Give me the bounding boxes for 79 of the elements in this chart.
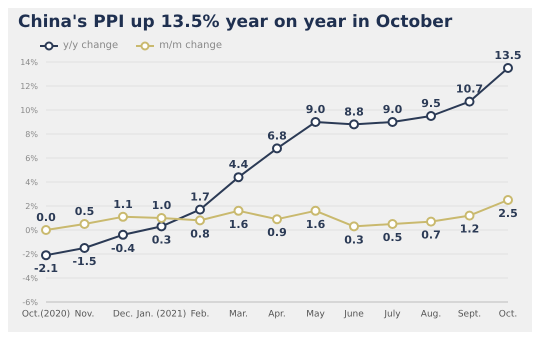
data-label: 0.5 xyxy=(382,231,402,244)
point xyxy=(195,204,205,215)
data-label: 13.5 xyxy=(494,49,522,62)
point xyxy=(388,117,398,127)
y-tick-label: -4% xyxy=(22,274,38,283)
data-label: 1.6 xyxy=(228,218,249,231)
y-tick-label: 8% xyxy=(25,130,38,139)
data-label: -1.5 xyxy=(72,255,97,268)
data-label: 9.0 xyxy=(382,103,403,116)
y-tick-label: 6% xyxy=(25,154,38,163)
legend-label: y/y change xyxy=(62,40,118,51)
point xyxy=(464,210,474,221)
data-label: 6.8 xyxy=(267,129,287,142)
point xyxy=(118,230,128,240)
y-tick-label: 2% xyxy=(25,202,38,211)
data-label: 0.7 xyxy=(421,228,441,242)
point xyxy=(503,63,513,73)
data-label: 8.8 xyxy=(344,105,364,118)
data-label: 0.9 xyxy=(267,226,287,240)
data-label: 1.2 xyxy=(460,222,480,236)
point xyxy=(156,221,166,232)
data-label: 1.0 xyxy=(152,199,172,212)
y-tick-label: 10% xyxy=(20,106,38,115)
point xyxy=(156,213,166,223)
y-tick-label: 4% xyxy=(25,178,38,187)
point xyxy=(310,117,320,127)
x-tick-label: Sept. xyxy=(458,309,482,320)
y-tick-label: -6% xyxy=(22,298,38,307)
point xyxy=(349,221,359,232)
point xyxy=(41,250,51,260)
y-tick-label: -2% xyxy=(22,250,38,259)
point xyxy=(272,143,282,154)
y-tick-label: 14% xyxy=(20,58,38,67)
point xyxy=(118,212,128,222)
data-label: 0.8 xyxy=(190,227,210,240)
data-label: 1.1 xyxy=(113,198,133,211)
point xyxy=(41,225,51,235)
point xyxy=(426,216,436,227)
x-tick-label: Dec. xyxy=(112,309,134,320)
y-tick-label: 0% xyxy=(25,226,38,235)
data-label: 0.3 xyxy=(344,233,364,246)
x-tick-label: Nov. xyxy=(74,309,94,320)
y-tick-label: 12% xyxy=(20,82,38,91)
point xyxy=(310,206,320,216)
data-label: -0.4 xyxy=(110,242,136,255)
legend-label: m/m change xyxy=(158,40,222,51)
data-label: 9.5 xyxy=(421,97,441,110)
point xyxy=(426,111,436,121)
point xyxy=(80,243,90,253)
data-label: 4.4 xyxy=(228,158,249,172)
chart-title: China's PPI up 13.5% year on year in October xyxy=(17,11,454,32)
data-label: 1.7 xyxy=(190,190,210,204)
point xyxy=(234,172,244,182)
point xyxy=(195,215,205,226)
data-label: -2.1 xyxy=(34,262,58,276)
x-tick-label: Oct. xyxy=(498,309,518,320)
data-label: 0.0 xyxy=(36,211,56,224)
point xyxy=(503,195,513,205)
x-tick-label: May xyxy=(306,309,326,320)
data-label: 1.6 xyxy=(306,218,326,231)
x-tick-label: Aug. xyxy=(420,309,442,320)
x-tick-label: Apr. xyxy=(268,309,286,320)
x-tick-label: Jan. (2021) xyxy=(136,309,186,320)
data-label: 0.3 xyxy=(152,233,172,246)
point xyxy=(388,219,398,229)
point xyxy=(234,206,244,216)
data-label: 9.0 xyxy=(306,103,326,116)
point xyxy=(80,219,90,229)
x-tick-label: Mar. xyxy=(228,309,248,320)
point xyxy=(349,119,359,130)
point xyxy=(272,214,282,224)
data-label: 10.7 xyxy=(456,82,484,96)
x-tick-label: Oct.(2020) xyxy=(22,309,70,320)
data-label: 0.5 xyxy=(74,205,94,218)
data-label: 2.5 xyxy=(498,207,518,220)
x-tick-label: Feb. xyxy=(190,309,210,320)
point xyxy=(464,96,474,107)
x-tick-label: June xyxy=(343,309,364,320)
x-tick-label: July xyxy=(383,309,402,320)
